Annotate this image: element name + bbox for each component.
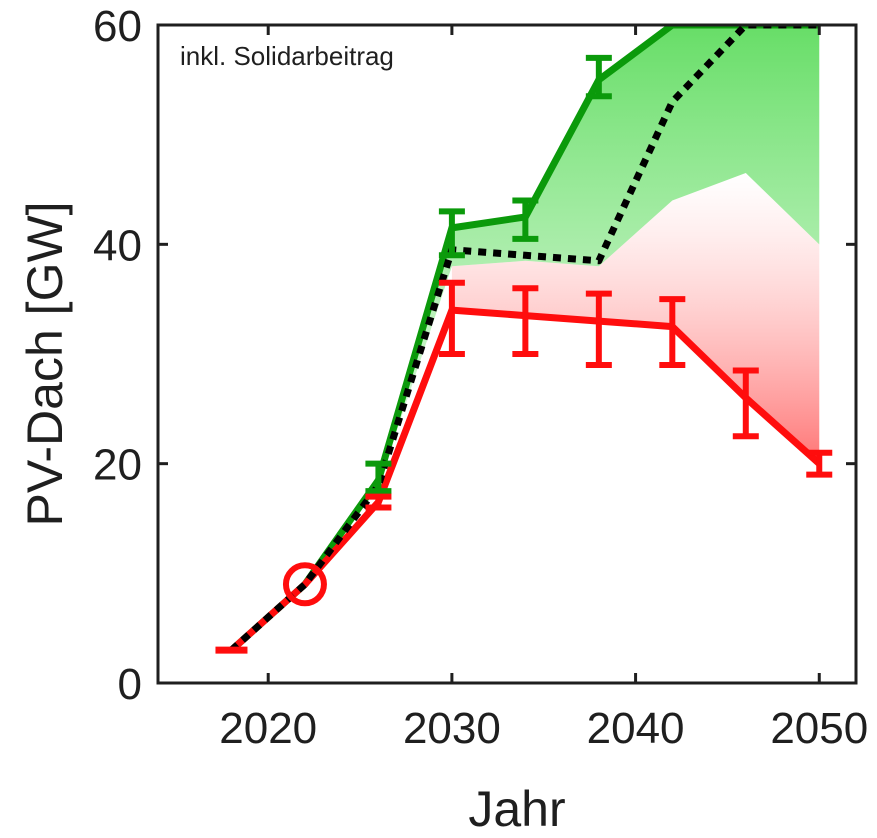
y-axis-label: PV-Dach [GW] xyxy=(17,201,73,526)
y-tick-label: 0 xyxy=(118,660,142,709)
y-tick-label: 60 xyxy=(93,2,142,51)
plot-frame xyxy=(156,23,858,685)
error-bar-red xyxy=(438,279,465,357)
error-bar-green xyxy=(585,54,612,100)
marker-open-circle xyxy=(282,562,327,607)
band-red xyxy=(451,173,820,464)
error-bar-red xyxy=(806,449,833,478)
x-tick-label: 2050 xyxy=(770,704,868,753)
current-value-marker xyxy=(282,562,327,607)
error-bar-red xyxy=(585,290,612,368)
error-bar-red xyxy=(659,296,686,368)
y-tick-label: 40 xyxy=(93,221,142,270)
error-bar-red xyxy=(512,285,539,357)
annotation-text: inkl. Solidarbeitrag xyxy=(180,41,394,71)
x-tick-label: 2020 xyxy=(219,704,317,753)
error-bars xyxy=(215,54,833,654)
error-bar-red xyxy=(365,493,392,511)
series-line-dotted xyxy=(229,25,820,653)
x-tick-label: 2030 xyxy=(403,704,501,753)
y-tick-label: 20 xyxy=(93,441,142,490)
error-bar-green xyxy=(365,460,392,495)
error-bar-red xyxy=(732,367,759,440)
axes xyxy=(156,23,858,685)
error-bar-green xyxy=(512,197,539,242)
error-bar-green xyxy=(438,208,465,259)
x-axis-label: Jahr xyxy=(468,781,565,833)
x-tick-label: 2040 xyxy=(587,704,685,753)
